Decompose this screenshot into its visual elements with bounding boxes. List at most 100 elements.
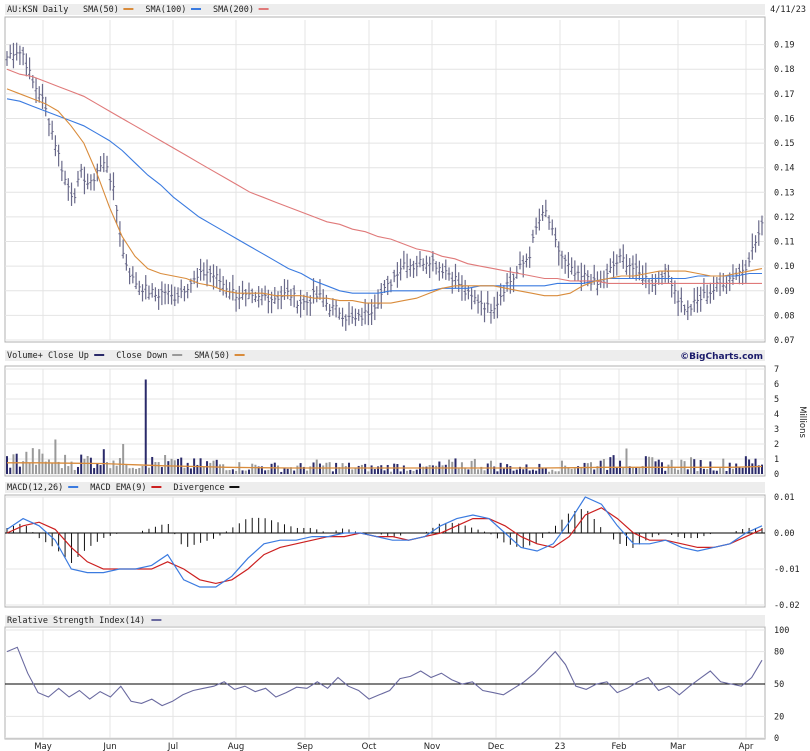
volume-bar — [218, 464, 221, 474]
volume-bar — [286, 468, 289, 474]
volume-bar — [73, 469, 76, 474]
rsi-marks — [5, 646, 765, 707]
volume-bar — [364, 463, 367, 474]
rsi-ytick-0: 100 — [774, 626, 789, 636]
volume-bar — [277, 465, 280, 474]
volume-bar — [628, 466, 631, 474]
volume-header-bar — [5, 350, 765, 361]
volume-bar — [393, 463, 396, 474]
rsi-line — [6, 646, 763, 707]
x-label-Apr: Apr — [739, 742, 754, 751]
volume-bar — [515, 469, 518, 474]
volume-bar — [51, 463, 54, 474]
volume-bar — [9, 467, 12, 474]
volume-bar — [406, 470, 409, 474]
volume-bar — [57, 461, 60, 474]
volume-bar — [399, 471, 402, 474]
rsi-ytick-3: 20 — [774, 712, 784, 722]
volume-bar — [441, 465, 444, 474]
rsi-ytick-1: 80 — [774, 648, 784, 658]
volume-bar — [41, 453, 44, 474]
macd-legend: MACD(12,26) MACD EMA(9) Divergence — [7, 483, 240, 493]
symbol-label: AU:KSN Daily — [7, 5, 68, 15]
volume-bar — [622, 467, 625, 474]
volume-bar — [231, 469, 234, 474]
volume-bar — [125, 464, 128, 474]
volume-bar — [383, 470, 386, 474]
macd-panel — [4, 494, 766, 608]
volume-bar — [483, 470, 486, 474]
volume-ytick-1: 6 — [774, 380, 779, 390]
volume-bar — [541, 467, 544, 474]
volume-bar — [267, 469, 270, 474]
volume-bar — [738, 466, 741, 474]
volume-bar — [31, 448, 34, 474]
x-label-Mar: Mar — [670, 742, 687, 751]
volume-bar — [664, 470, 667, 474]
volume-bar — [315, 459, 318, 474]
brand-label: ©BigCharts.com — [680, 352, 763, 362]
volume-bar — [454, 458, 457, 474]
volume-bar — [741, 467, 744, 474]
volume-bar — [99, 465, 102, 474]
volume-bar — [147, 467, 150, 474]
volume-legend: Volume+ Close Up Close Down SMA(50) — [7, 351, 245, 361]
volume-legend-item-1: Close Down — [116, 351, 167, 361]
x-label-Dec: Dec — [488, 742, 505, 751]
volume-bar — [173, 460, 176, 474]
volume-bar — [757, 465, 760, 474]
price-ytick-1: 0.18 — [774, 65, 794, 75]
volume-bar — [360, 464, 363, 474]
volume-bar — [244, 470, 247, 474]
volume-bar — [577, 466, 580, 474]
volume-bar — [118, 458, 121, 474]
volume-bar — [418, 463, 421, 474]
volume-bar — [412, 470, 415, 474]
price-legend-item-1: SMA(100) — [145, 5, 186, 15]
volume-bar — [289, 467, 292, 474]
rsi-legend: Relative Strength Index(14) — [7, 616, 162, 626]
sma200-line — [6, 68, 762, 284]
volume-bar — [164, 455, 167, 474]
volume-sma-line — [7, 462, 763, 469]
volume-bar — [76, 466, 79, 474]
volume-bar — [538, 463, 541, 474]
volume-bar — [396, 464, 399, 474]
rsi-ytick-4: 0 — [774, 734, 779, 744]
price-ytick-8: 0.11 — [774, 238, 794, 248]
volume-bar — [509, 466, 512, 474]
volume-bar — [635, 466, 638, 474]
volume-bar — [631, 467, 634, 474]
volume-bar — [257, 466, 260, 474]
price-panel — [4, 16, 766, 343]
volume-bar — [183, 467, 186, 474]
volume-bar — [15, 453, 18, 474]
volume-bar — [160, 467, 163, 474]
volume-bar — [409, 469, 412, 474]
volume-bar — [135, 468, 138, 474]
volume-bar — [557, 471, 560, 474]
volume-bar — [651, 457, 654, 474]
volume-bar — [102, 449, 105, 474]
macd-marks — [5, 496, 765, 588]
volume-bar — [477, 469, 480, 474]
volume-bar — [241, 470, 244, 474]
volume-legend-item-2: SMA(50) — [194, 351, 230, 361]
volume-bar — [706, 469, 709, 474]
volume-bar — [260, 466, 263, 474]
volume-ytick-5: 2 — [774, 440, 779, 450]
rsi-header-bar — [5, 615, 765, 626]
volume-bar — [444, 464, 447, 474]
volume-bar — [712, 470, 715, 474]
volume-bar — [660, 462, 663, 474]
volume-bar — [564, 465, 567, 474]
volume-bar — [141, 466, 144, 474]
sma100-line — [6, 98, 762, 294]
volume-bar — [235, 470, 238, 474]
volume-bar — [35, 464, 38, 474]
volume-bar — [186, 462, 189, 474]
volume-bar — [751, 463, 754, 474]
volume-bar — [696, 471, 699, 474]
